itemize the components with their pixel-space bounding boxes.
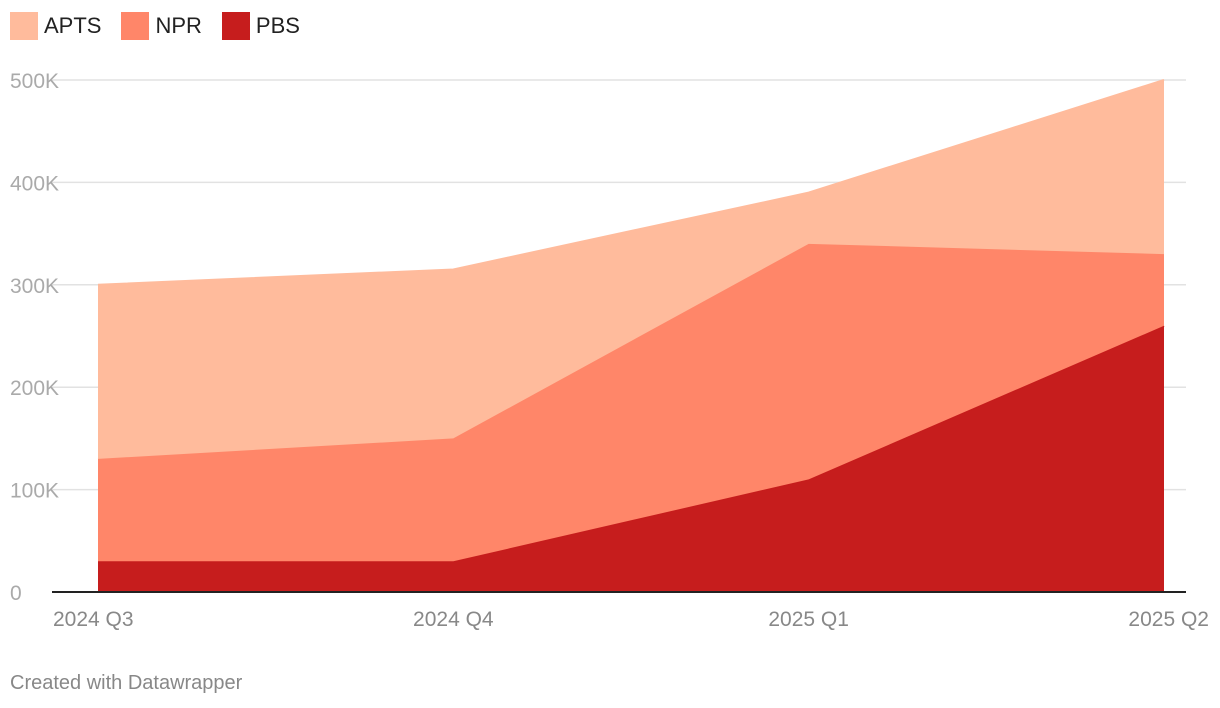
y-tick-label: 200K — [10, 377, 59, 400]
legend-label-npr: NPR — [155, 13, 202, 38]
y-tick-label: 300K — [10, 275, 59, 298]
legend-item-apts: APTS — [10, 12, 101, 40]
y-tick-label: 500K — [10, 70, 59, 93]
y-tick-label: 0 — [10, 582, 22, 605]
x-tick-label: 2024 Q4 — [413, 608, 494, 631]
y-tick-label: 100K — [10, 480, 59, 503]
legend: APTS NPR PBS — [10, 12, 320, 40]
legend-label-pbs: PBS — [255, 13, 300, 38]
credit-text: Created with Datawrapper — [10, 672, 243, 694]
y-tick-label: 400K — [10, 172, 59, 195]
area-npr — [98, 243, 1164, 562]
area-edge-apts — [97, 79, 1165, 286]
legend-swatch-npr — [121, 12, 150, 40]
legend-swatch-pbs — [221, 12, 250, 40]
area-pbs — [98, 325, 1164, 592]
legend-swatch-apts — [10, 12, 38, 40]
area-apts — [98, 80, 1164, 459]
legend-item-npr: NPR — [121, 12, 202, 40]
x-tick-label: 2025 Q2 — [1128, 608, 1209, 631]
legend-label-apts: APTS — [44, 13, 102, 38]
legend-item-pbs: PBS — [221, 12, 300, 40]
x-tick-label: 2025 Q1 — [768, 608, 849, 631]
x-tick-label: 2024 Q3 — [53, 608, 134, 631]
